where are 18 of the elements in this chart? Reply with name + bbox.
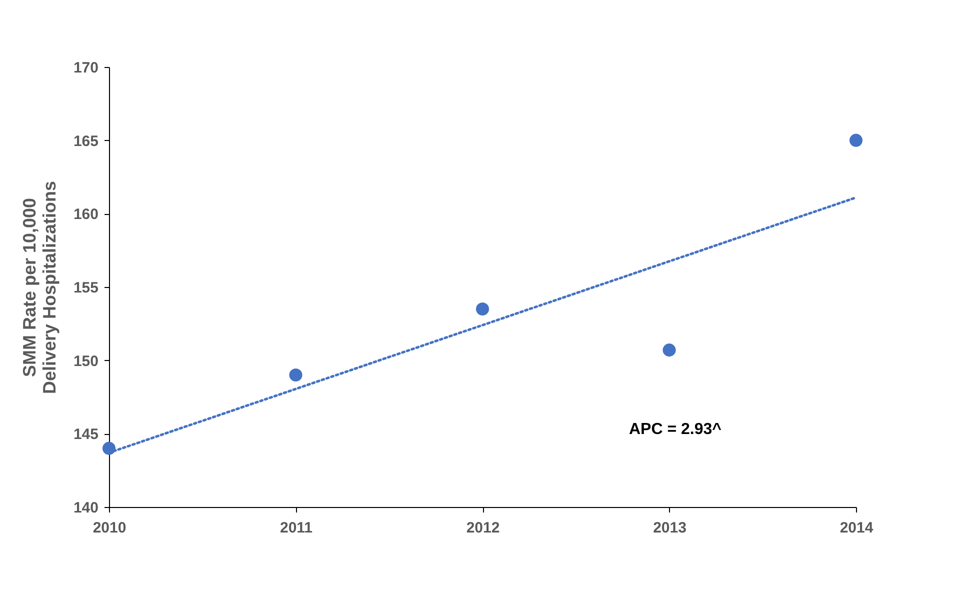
point <box>476 302 490 316</box>
x-tick-label: 2014 <box>840 520 874 536</box>
x-tick-label: 2013 <box>653 520 686 536</box>
point <box>849 134 863 147</box>
y-tick-label: 160 <box>73 206 98 224</box>
y-tick-label: 145 <box>73 426 98 444</box>
y-tick-label: 165 <box>73 132 98 150</box>
point <box>289 368 302 382</box>
annotation: APC = 2.93^ <box>629 421 722 438</box>
x-tick-label: 2011 <box>280 520 313 536</box>
x-tick-label: 2010 <box>92 520 126 536</box>
point <box>662 344 676 357</box>
y-tick-label: 170 <box>73 60 98 76</box>
y-axis-title: SMM Rate per 10,000 Delivery Hospitalizations <box>19 180 60 394</box>
x-tick-label: 2012 <box>466 520 500 536</box>
y-tick-label: 150 <box>73 352 98 370</box>
y-tick-label: 140 <box>73 500 98 516</box>
y-tick-label: 155 <box>73 280 98 296</box>
